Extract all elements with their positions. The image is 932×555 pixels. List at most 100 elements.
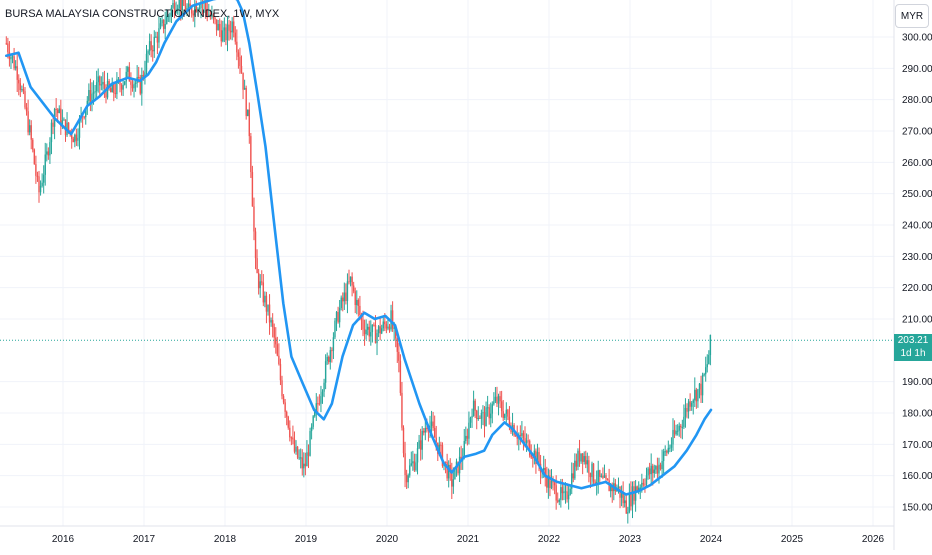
candle-body (563, 491, 565, 494)
candle-body (198, 7, 201, 9)
candle-body (694, 389, 696, 401)
candle-body (401, 392, 403, 428)
candle-body (18, 79, 20, 84)
candle-body (236, 41, 238, 53)
x-tick-label: 2017 (133, 534, 156, 545)
candle-body (324, 361, 327, 383)
candle-body (323, 382, 325, 392)
candle-body (709, 334, 712, 356)
candle-body (38, 176, 40, 193)
candle-body (242, 72, 244, 90)
candle-body (262, 282, 265, 303)
candle-body (662, 451, 665, 462)
candle-body (89, 90, 92, 103)
candle-body (617, 486, 620, 489)
candle-body (673, 429, 676, 435)
candle-body (239, 56, 241, 66)
candle-body (351, 276, 353, 286)
x-tick-label: 2020 (376, 534, 399, 545)
candle-body (595, 482, 598, 484)
candle-body (317, 403, 319, 405)
candle-body (521, 433, 523, 436)
bar-countdown: 1d 1h (900, 348, 926, 359)
candle-body (507, 409, 509, 417)
candle-body (175, 9, 177, 13)
candle-body (558, 499, 560, 502)
candle-body (557, 500, 559, 502)
candle-body (578, 450, 581, 462)
candle-body (25, 107, 28, 112)
candle-body (321, 391, 324, 397)
x-tick-label: 2023 (619, 534, 642, 545)
candle-body (692, 400, 694, 403)
time-axis[interactable]: 2016 2017 2018 2019 2020 2021 2022 2023 2024 2025… (52, 534, 885, 545)
candle-body (658, 464, 660, 474)
candle-body (148, 41, 151, 52)
candle-body (131, 84, 134, 89)
candle-body (620, 493, 623, 498)
candle-body (624, 500, 626, 504)
candle-body (404, 453, 406, 476)
y-tick-label: 290.00 (902, 64, 932, 75)
candle-body (600, 475, 603, 477)
candle-body (273, 327, 275, 338)
candle-body (466, 435, 469, 439)
candle-body (251, 172, 254, 207)
x-tick-label: 2025 (781, 534, 804, 545)
candle-body (225, 27, 227, 41)
candle-body (368, 326, 370, 337)
candle-body (659, 464, 662, 470)
candle-body (409, 465, 411, 476)
candle-body (329, 350, 331, 363)
candle-body (139, 77, 141, 94)
candle-body (468, 422, 470, 439)
candle-body (208, 14, 210, 16)
candle-body (469, 417, 472, 423)
candle-body (547, 475, 550, 488)
candle-body (670, 444, 673, 448)
candle-body (267, 304, 269, 312)
candle-body (656, 466, 659, 474)
currency-button[interactable]: MYR (895, 4, 929, 28)
candle-body (332, 337, 335, 351)
candle-body (516, 436, 518, 439)
candle-body (650, 465, 652, 475)
candle-body (543, 467, 545, 471)
candle-body (114, 92, 117, 95)
candle-body (223, 27, 226, 31)
candle-body (142, 74, 145, 77)
candle-body (172, 3, 174, 8)
candle-body (11, 56, 14, 58)
candle-body (22, 89, 25, 92)
candle-body (300, 457, 302, 459)
candle-body (85, 108, 87, 118)
candle-body (597, 470, 599, 483)
candle-body (156, 36, 159, 43)
candle-body (382, 321, 384, 329)
candle-body (430, 421, 433, 427)
candle-body (256, 258, 258, 274)
candle-body (571, 473, 573, 489)
candle-body (419, 440, 422, 450)
candle-body (402, 427, 405, 454)
candle-body (363, 329, 366, 335)
candle-body (399, 360, 402, 393)
candle-body (285, 411, 288, 417)
candle-body (493, 401, 495, 405)
candle-body (549, 475, 551, 489)
candle-body (588, 460, 590, 474)
price-axis[interactable]: 300.00 290.00 280.00 270.00 260.00 250.00 240.… (902, 33, 932, 514)
candle-body (357, 299, 360, 306)
candle-body (490, 413, 492, 419)
candle-body (250, 136, 252, 173)
candle-body (16, 66, 18, 80)
candle-body (701, 374, 704, 396)
candle-body (561, 487, 564, 494)
candle-body (287, 416, 289, 428)
y-tick-label: 180.00 (902, 409, 932, 420)
candle-body (211, 14, 213, 17)
candle-body (689, 401, 691, 407)
candle-body (10, 56, 12, 60)
